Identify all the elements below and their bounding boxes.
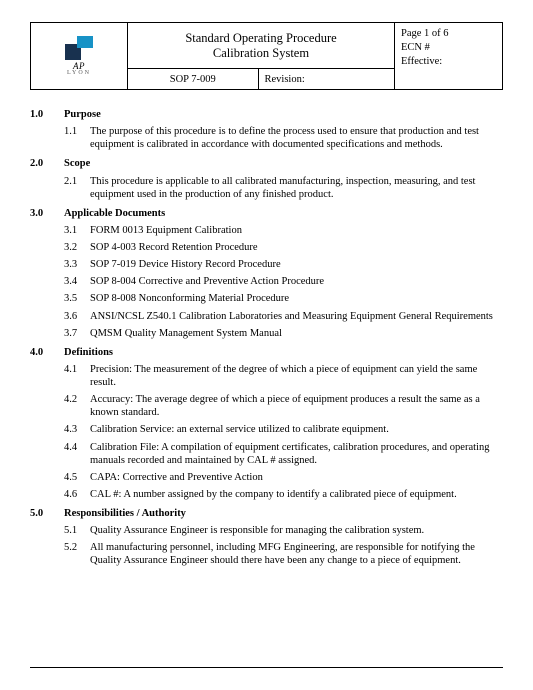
section-number: 2.0 (30, 157, 64, 170)
item-text: ANSI/NCSL Z540.1 Calibration Laboratorie… (90, 310, 503, 323)
item-text: QMSM Quality Management System Manual (90, 327, 503, 340)
section: 3.0Applicable Documents 3.1FORM 0013 Equi… (30, 207, 503, 340)
list-item: 2.1This procedure is applicable to all c… (64, 175, 503, 201)
item-number: 4.5 (64, 471, 90, 484)
document-page: AP LYON Standard Operating Procedure Cal… (0, 0, 533, 690)
section-heading: 2.0Scope (30, 157, 503, 170)
item-text: CAPA: Corrective and Preventive Action (90, 471, 503, 484)
item-text: FORM 0013 Equipment Calibration (90, 224, 503, 237)
item-number: 4.4 (64, 441, 90, 467)
list-item: 3.6ANSI/NCSL Z540.1 Calibration Laborato… (64, 310, 503, 323)
section-title: Scope (64, 157, 90, 170)
header-title-line2: Calibration System (185, 46, 336, 61)
section-heading: 5.0Responsibilities / Authority (30, 507, 503, 520)
header-effective-label: Effective: (401, 55, 496, 69)
section: 5.0Responsibilities / Authority 5.1Qualit… (30, 507, 503, 568)
item-text: CAL #: A number assigned by the company … (90, 488, 503, 501)
list-item: 4.2Accuracy: The average degree of which… (64, 393, 503, 419)
item-text: SOP 7-019 Device History Record Procedur… (90, 258, 503, 271)
list-item: 3.2SOP 4-003 Record Retention Procedure (64, 241, 503, 254)
list-item: 3.4SOP 8-004 Corrective and Preventive A… (64, 275, 503, 288)
section: 4.0Definitions 4.1Precision: The measurem… (30, 346, 503, 501)
section-number: 3.0 (30, 207, 64, 220)
item-number: 5.1 (64, 524, 90, 537)
section: 1.0Purpose 1.1The purpose of this procedu… (30, 108, 503, 151)
item-number: 3.7 (64, 327, 90, 340)
list-item: 1.1The purpose of this procedure is to d… (64, 125, 503, 151)
section-title: Responsibilities / Authority (64, 507, 186, 520)
list-item: 5.1Quality Assurance Engineer is respons… (64, 524, 503, 537)
item-text: Accuracy: The average degree of which a … (90, 393, 503, 419)
item-number: 1.1 (64, 125, 90, 151)
header-revision: Revision: (259, 69, 395, 89)
item-text: The purpose of this procedure is to defi… (90, 125, 503, 151)
section-title: Applicable Documents (64, 207, 165, 220)
list-item: 4.3Calibration Service: an external serv… (64, 423, 503, 436)
section: 2.0Scope 2.1This procedure is applicable … (30, 157, 503, 200)
logo-brand-bottom: LYON (67, 70, 91, 76)
item-text: All manufacturing personnel, including M… (90, 541, 503, 567)
item-text: This procedure is applicable to all cali… (90, 175, 503, 201)
list-item: 4.1Precision: The measurement of the deg… (64, 363, 503, 389)
item-text: Calibration Service: an external service… (90, 423, 503, 436)
item-number: 4.1 (64, 363, 90, 389)
header-middle: Standard Operating Procedure Calibration… (128, 23, 394, 89)
item-number: 3.5 (64, 292, 90, 305)
item-text: Precision: The measurement of the degree… (90, 363, 503, 389)
section-items: 3.1FORM 0013 Equipment Calibration3.2SOP… (64, 224, 503, 340)
header-title-cell: Standard Operating Procedure Calibration… (128, 23, 394, 69)
section-items: 4.1Precision: The measurement of the deg… (64, 363, 503, 501)
section-heading: 3.0Applicable Documents (30, 207, 503, 220)
header-right-cell: Page 1 of 6 ECN # Effective: (394, 23, 502, 89)
header-table: AP LYON Standard Operating Procedure Cal… (30, 22, 503, 90)
item-number: 3.1 (64, 224, 90, 237)
item-number: 5.2 (64, 541, 90, 567)
item-number: 3.3 (64, 258, 90, 271)
header-page-label: Page 1 of 6 (401, 27, 496, 41)
item-number: 3.2 (64, 241, 90, 254)
list-item: 4.6CAL #: A number assigned by the compa… (64, 488, 503, 501)
header-bottom-row: SOP 7-009 Revision: (128, 69, 394, 89)
item-text: Quality Assurance Engineer is responsibl… (90, 524, 503, 537)
item-number: 4.3 (64, 423, 90, 436)
item-number: 2.1 (64, 175, 90, 201)
item-number: 4.2 (64, 393, 90, 419)
section-number: 5.0 (30, 507, 64, 520)
list-item: 3.7QMSM Quality Management System Manual (64, 327, 503, 340)
list-item: 3.3SOP 7-019 Device History Record Proce… (64, 258, 503, 271)
section-items: 2.1This procedure is applicable to all c… (64, 175, 503, 201)
list-item: 3.5SOP 8-008 Nonconforming Material Proc… (64, 292, 503, 305)
section-heading: 4.0Definitions (30, 346, 503, 359)
list-item: 3.1FORM 0013 Equipment Calibration (64, 224, 503, 237)
header-ecn-label: ECN # (401, 41, 496, 55)
logo-icon (65, 36, 93, 60)
header-title-line1: Standard Operating Procedure (185, 31, 336, 46)
header-sop-id: SOP 7-009 (128, 69, 259, 89)
document-body: 1.0Purpose 1.1The purpose of this procedu… (30, 108, 503, 568)
item-number: 3.4 (64, 275, 90, 288)
section-number: 4.0 (30, 346, 64, 359)
section-title: Definitions (64, 346, 113, 359)
list-item: 5.2All manufacturing personnel, includin… (64, 541, 503, 567)
item-text: SOP 4-003 Record Retention Procedure (90, 241, 503, 254)
footer-rule (30, 667, 503, 668)
item-number: 3.6 (64, 310, 90, 323)
item-text: Calibration File: A compilation of equip… (90, 441, 503, 467)
list-item: 4.5CAPA: Corrective and Preventive Actio… (64, 471, 503, 484)
item-text: SOP 8-008 Nonconforming Material Procedu… (90, 292, 503, 305)
section-title: Purpose (64, 108, 101, 121)
section-items: 1.1The purpose of this procedure is to d… (64, 125, 503, 151)
item-text: SOP 8-004 Corrective and Preventive Acti… (90, 275, 503, 288)
section-heading: 1.0Purpose (30, 108, 503, 121)
item-number: 4.6 (64, 488, 90, 501)
header-logo-cell: AP LYON (31, 23, 128, 89)
list-item: 4.4Calibration File: A compilation of eq… (64, 441, 503, 467)
section-number: 1.0 (30, 108, 64, 121)
section-items: 5.1Quality Assurance Engineer is respons… (64, 524, 503, 567)
